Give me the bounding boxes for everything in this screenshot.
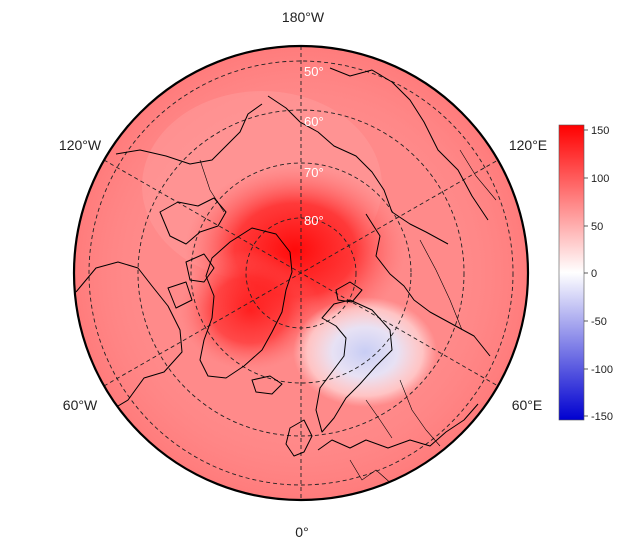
cb-tick-label-100: 100: [591, 173, 609, 185]
border-alaska-canada: [199, 159, 225, 213]
border-china-russia: [459, 149, 497, 201]
lon-label-upper-right: 120°E: [509, 137, 547, 153]
cb-tick-label-0: 0: [591, 268, 597, 280]
lon-label-upper-left: 120°W: [59, 137, 102, 153]
lon-label-lower-left: 60°W: [63, 397, 98, 413]
map-disc: [74, 46, 528, 500]
coast-alaska: [115, 103, 263, 165]
lat-circle-70: [190, 162, 412, 384]
coast-canadian-archipelago: [159, 197, 227, 309]
coast-europe: [317, 403, 479, 451]
lat-label-50: 50°: [304, 64, 324, 79]
coast-north-america: [75, 261, 183, 413]
lat-label-80: 80°: [304, 213, 324, 228]
lat-label-60: 60°: [304, 114, 324, 129]
lat-circle-50: [88, 60, 514, 486]
cb-tick-label-150: 150: [591, 125, 609, 137]
graticule: [88, 46, 514, 500]
cb-tick-label-neg150: -150: [591, 411, 613, 423]
coastlines: [75, 67, 491, 457]
border-russia-interior: [419, 239, 463, 331]
coast-siberia-west: [365, 213, 491, 357]
coast-kamchatka: [329, 67, 489, 221]
coast-svalbard: [335, 281, 363, 303]
coast-scandinavia: [315, 299, 393, 433]
lon-label-bottom: 0°: [295, 524, 308, 540]
cb-tick-label-neg100: -100: [591, 364, 613, 376]
map-boundary: [72, 44, 530, 502]
border-russia-west: [399, 379, 441, 447]
lon-label-top: 180°W: [282, 9, 325, 25]
field-warm-anomaly-greenland: [180, 250, 320, 370]
colorbar-gradient: [558, 124, 585, 421]
cb-tick-label-neg50: -50: [591, 316, 607, 328]
lon-label-lower-right: 60°E: [512, 397, 543, 413]
field-cool-anomaly-scandinavia: [293, 297, 437, 407]
lat-label-70: 70°: [304, 165, 324, 180]
coast-siberia-east: [267, 95, 449, 245]
cb-tick-label-50: 50: [591, 221, 603, 233]
lat-circle-60: [137, 109, 465, 437]
colorbar: 150 100 50 0 -50 -100 -150: [558, 124, 613, 423]
meridian-60w-120e: [103, 159, 499, 387]
coast-iceland: [251, 375, 283, 395]
coast-greenland: [199, 227, 293, 379]
border-baltic: [365, 399, 393, 439]
colorbar-ticks: [584, 129, 588, 417]
coast-britain: [285, 419, 313, 457]
